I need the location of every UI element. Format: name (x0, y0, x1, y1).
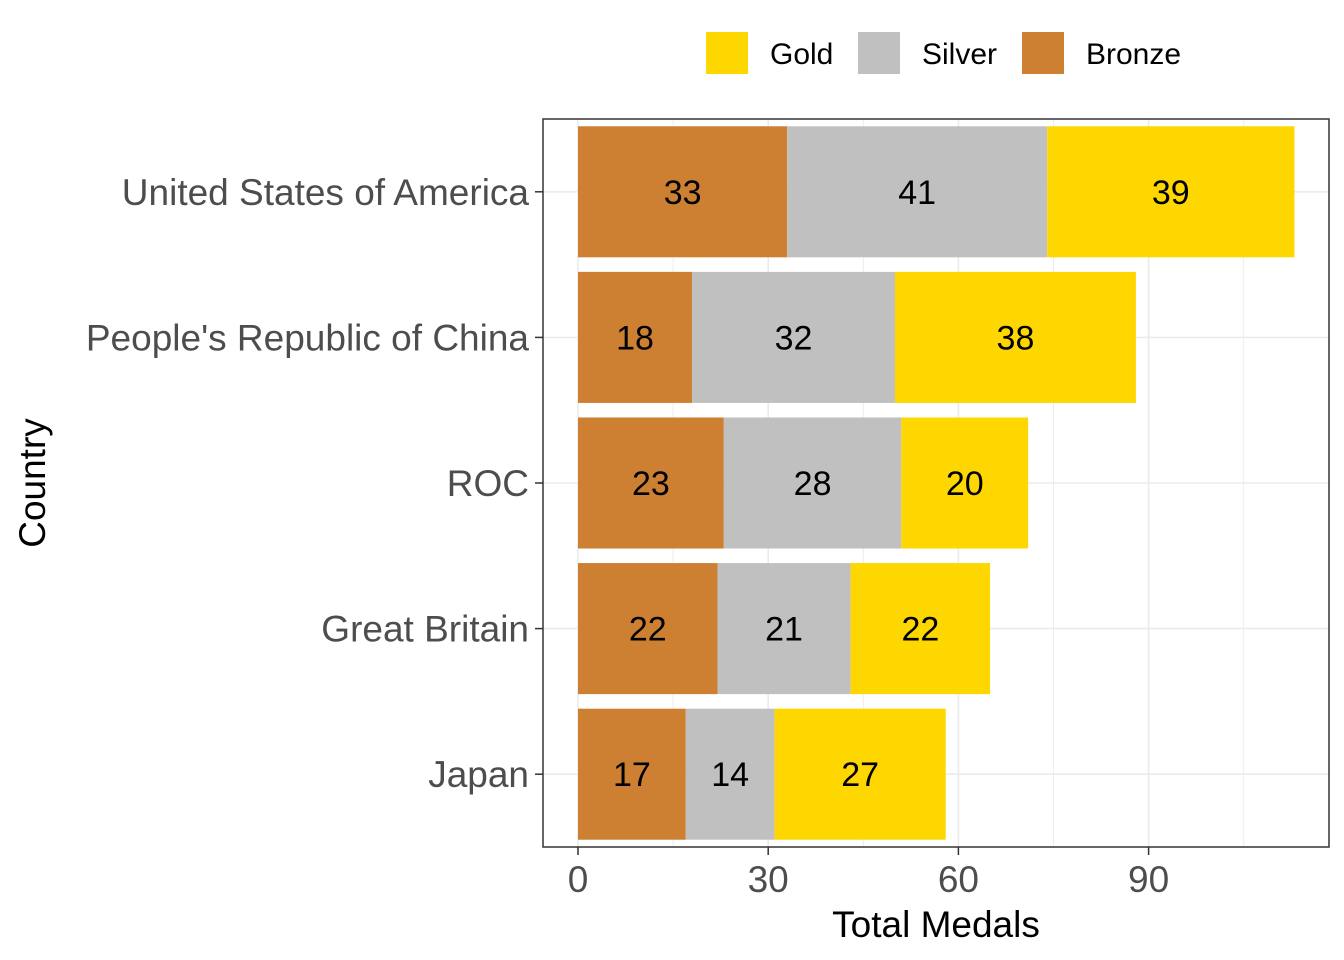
bar-label-silver: 28 (794, 465, 832, 503)
bar-gold (1047, 126, 1295, 258)
bar-layer: 33 41 39 18 32 38 23 28 20 22 21 22 17 14 27 (578, 126, 1295, 840)
bar-bronze (578, 271, 693, 403)
x-tick-label: 60 (938, 859, 979, 900)
bar-label-gold: 38 (997, 319, 1035, 357)
y-tick-label: People's Republic of China (86, 317, 530, 358)
bar-silver (723, 417, 902, 549)
bar-gold (895, 271, 1136, 403)
bar-label-bronze: 17 (613, 756, 651, 794)
x-tick-label: 0 (568, 859, 589, 900)
axis-layer: 0 30 60 90 United States of America People's … (86, 172, 1169, 900)
bar-bronze (578, 708, 686, 840)
bar-label-silver: 32 (775, 319, 813, 357)
x-axis-title: Total Medals (832, 904, 1040, 945)
legend-key-gold (706, 32, 748, 74)
bar-label-bronze: 23 (632, 465, 670, 503)
bar-label-gold: 20 (946, 465, 984, 503)
bar-label-silver: 21 (765, 611, 803, 649)
bar-silver (692, 271, 895, 403)
legend-key-silver (858, 32, 900, 74)
bar-gold (850, 563, 991, 695)
x-tick-label: 30 (748, 859, 789, 900)
bar-label-gold: 27 (841, 756, 879, 794)
legend: Gold Silver Bronze (706, 32, 1181, 74)
bar-label-bronze: 18 (616, 319, 654, 357)
legend-key-bronze (1022, 32, 1064, 74)
y-tick-label: ROC (447, 463, 529, 504)
y-axis-title: Country (12, 418, 53, 548)
bar-label-gold: 39 (1152, 174, 1190, 212)
legend-label-gold: Gold (770, 38, 833, 71)
bar-gold (901, 417, 1029, 549)
legend-label-bronze: Bronze (1086, 38, 1181, 71)
y-tick-label: Great Britain (321, 609, 529, 650)
bar-silver (787, 126, 1048, 258)
bar-label-gold: 22 (901, 611, 939, 649)
y-tick-label: United States of America (122, 172, 530, 213)
bar-label-bronze: 33 (664, 174, 702, 212)
bar-gold (774, 708, 946, 840)
bar-bronze (578, 563, 718, 695)
y-tick-label: Japan (428, 754, 529, 795)
bar-silver (717, 563, 851, 695)
bar-label-bronze: 22 (629, 611, 667, 649)
bar-silver (685, 708, 775, 840)
bar-bronze (578, 417, 724, 549)
bar-label-silver: 41 (898, 174, 936, 212)
x-tick-label: 90 (1128, 859, 1169, 900)
bar-label-silver: 14 (711, 756, 749, 794)
legend-label-silver: Silver (922, 38, 997, 71)
bar-bronze (578, 126, 788, 258)
